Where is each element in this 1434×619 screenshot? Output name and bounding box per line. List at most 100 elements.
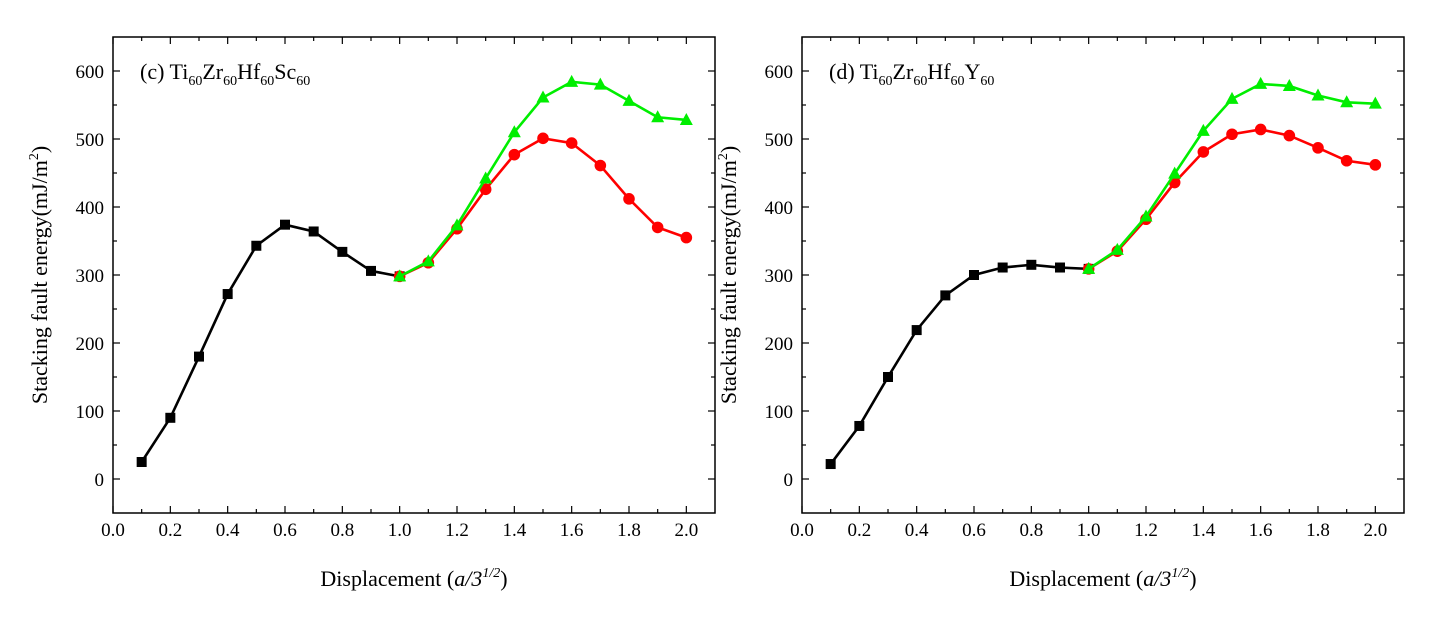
x-tick-label: 1.0 bbox=[388, 520, 412, 541]
y-tick-label: 200 bbox=[765, 334, 794, 355]
y-axis-title-main: Stacking fault energy(mJ/m bbox=[716, 160, 741, 404]
series-line-black-squares bbox=[140, 223, 400, 463]
x-tick-label: 2.0 bbox=[674, 520, 698, 541]
y-axis: 0 100 200 300 400 500 600 bbox=[76, 62, 715, 491]
x-tick-label: 1.4 bbox=[502, 520, 526, 541]
data-point-circle bbox=[1226, 128, 1238, 141]
data-point-triangle bbox=[479, 171, 493, 184]
x-tick-label: 0.4 bbox=[216, 520, 240, 541]
y-tick-label: 600 bbox=[765, 62, 794, 83]
data-point-square bbox=[366, 265, 376, 276]
title-element: Hf bbox=[927, 59, 951, 84]
data-point-square bbox=[222, 289, 233, 300]
x-tick-label: 0.6 bbox=[962, 520, 986, 541]
title-subscript: 60 bbox=[980, 74, 994, 89]
title-element: Ti bbox=[170, 59, 189, 84]
x-axis: 0.0 0.2 0.4 0.6 0.8 1.0 1.2 1.4 1.6 1.8 2.0 bbox=[790, 37, 1387, 541]
y-axis: 0 100 200 300 400 500 600 bbox=[765, 62, 1404, 491]
data-point-circle bbox=[1283, 129, 1296, 142]
x-tick-label: 1.8 bbox=[1306, 520, 1330, 541]
x-tick-label: 1.6 bbox=[1249, 520, 1273, 541]
panel-label: (d) bbox=[829, 59, 855, 84]
data-point-circle bbox=[508, 148, 521, 161]
data-point-circle bbox=[594, 159, 607, 172]
y-axis-title: Stacking fault energy(mJ/m2) bbox=[716, 146, 741, 404]
y-tick-label: 200 bbox=[76, 334, 105, 355]
data-point-square bbox=[280, 219, 290, 230]
title-element: Hf bbox=[237, 59, 261, 84]
data-point-square bbox=[911, 325, 922, 336]
y-tick-label: 0 bbox=[784, 470, 794, 491]
title-subscript: 60 bbox=[188, 74, 202, 89]
data-point-triangle bbox=[679, 112, 693, 125]
data-point-triangle bbox=[1340, 95, 1354, 108]
title-element: Zr bbox=[202, 59, 223, 84]
data-point-square bbox=[883, 372, 893, 382]
data-point-circle bbox=[1197, 146, 1210, 158]
y-axis-title: Stacking fault energy(mJ/m2) bbox=[27, 146, 52, 404]
y-tick-label: 400 bbox=[76, 198, 105, 219]
x-tick-label: 0.0 bbox=[790, 520, 814, 541]
data-point-triangle bbox=[1082, 261, 1096, 274]
x-tick-label: 0.8 bbox=[1019, 520, 1043, 541]
y-tick-label: 100 bbox=[76, 402, 105, 423]
title-subscript: 60 bbox=[879, 74, 893, 89]
data-point-square bbox=[825, 459, 836, 470]
data-point-square bbox=[251, 240, 262, 251]
data-point-triangle bbox=[593, 77, 607, 90]
x-tick-label: 0.8 bbox=[330, 520, 354, 541]
data-point-triangle bbox=[1110, 242, 1124, 255]
data-point-triangle bbox=[622, 93, 636, 106]
y-tick-label: 500 bbox=[76, 130, 105, 151]
title-subscript: 60 bbox=[951, 74, 965, 89]
data-point-circle bbox=[651, 221, 664, 234]
series-black-squares bbox=[136, 219, 405, 467]
data-point-square bbox=[165, 412, 176, 423]
x-axis-title-sup: 1/2 bbox=[1171, 566, 1189, 581]
x-axis-title: Displacement (a/31/2) bbox=[320, 566, 507, 591]
x-tick-label: 1.4 bbox=[1191, 520, 1215, 541]
data-point-triangle bbox=[1254, 76, 1268, 89]
data-point-square bbox=[1026, 259, 1037, 270]
x-tick-label: 1.2 bbox=[445, 520, 469, 541]
data-point-triangle bbox=[1196, 123, 1210, 136]
data-point-triangle bbox=[651, 110, 665, 123]
series-line-red-circles bbox=[399, 136, 687, 278]
plot-frame bbox=[112, 36, 716, 514]
x-axis: 0.0 0.2 0.4 0.6 0.8 1.0 1.2 1.4 1.6 1.8 2.0 bbox=[101, 37, 698, 541]
data-point-square bbox=[194, 351, 204, 362]
data-point-square bbox=[308, 226, 319, 237]
data-point-triangle bbox=[1282, 78, 1296, 91]
data-point-triangle bbox=[393, 269, 407, 282]
y-axis-title-main: Stacking fault energy(mJ/m bbox=[27, 160, 52, 404]
y-tick-label: 400 bbox=[765, 198, 794, 219]
x-tick-label: 2.0 bbox=[1363, 520, 1387, 541]
data-point-circle bbox=[680, 231, 693, 244]
y-tick-label: 300 bbox=[76, 266, 105, 287]
plot-frame bbox=[801, 36, 1405, 514]
y-axis-title-close: ) bbox=[27, 146, 52, 153]
series-black-squares bbox=[825, 259, 1094, 470]
data-point-triangle bbox=[1225, 91, 1239, 104]
y-axis-title-sup: 2 bbox=[27, 153, 42, 160]
panel-title: (d) Ti60Zr60Hf60Y60 bbox=[829, 59, 994, 89]
data-point-triangle bbox=[565, 74, 579, 87]
panel-title: (c) Ti60Zr60Hf60Sc60 bbox=[140, 59, 310, 89]
data-point-triangle bbox=[1139, 209, 1153, 222]
data-point-triangle bbox=[1311, 88, 1325, 101]
y-tick-label: 0 bbox=[95, 470, 105, 491]
title-subscript: 60 bbox=[223, 74, 237, 89]
series-green-triangles bbox=[393, 74, 693, 282]
series-green-triangles bbox=[1082, 76, 1382, 274]
data-point-triangle bbox=[1168, 166, 1182, 179]
series-line-black-squares bbox=[829, 263, 1089, 465]
data-point-triangle bbox=[1368, 96, 1382, 109]
y-tick-label: 600 bbox=[76, 62, 105, 83]
x-tick-label: 1.2 bbox=[1134, 520, 1158, 541]
series-red-circles bbox=[393, 132, 693, 283]
x-axis-title-italic: a/3 bbox=[1143, 566, 1171, 591]
data-point-square bbox=[854, 420, 865, 431]
x-tick-label: 0.4 bbox=[905, 520, 929, 541]
x-tick-label: 0.0 bbox=[101, 520, 125, 541]
data-point-square bbox=[969, 270, 979, 280]
